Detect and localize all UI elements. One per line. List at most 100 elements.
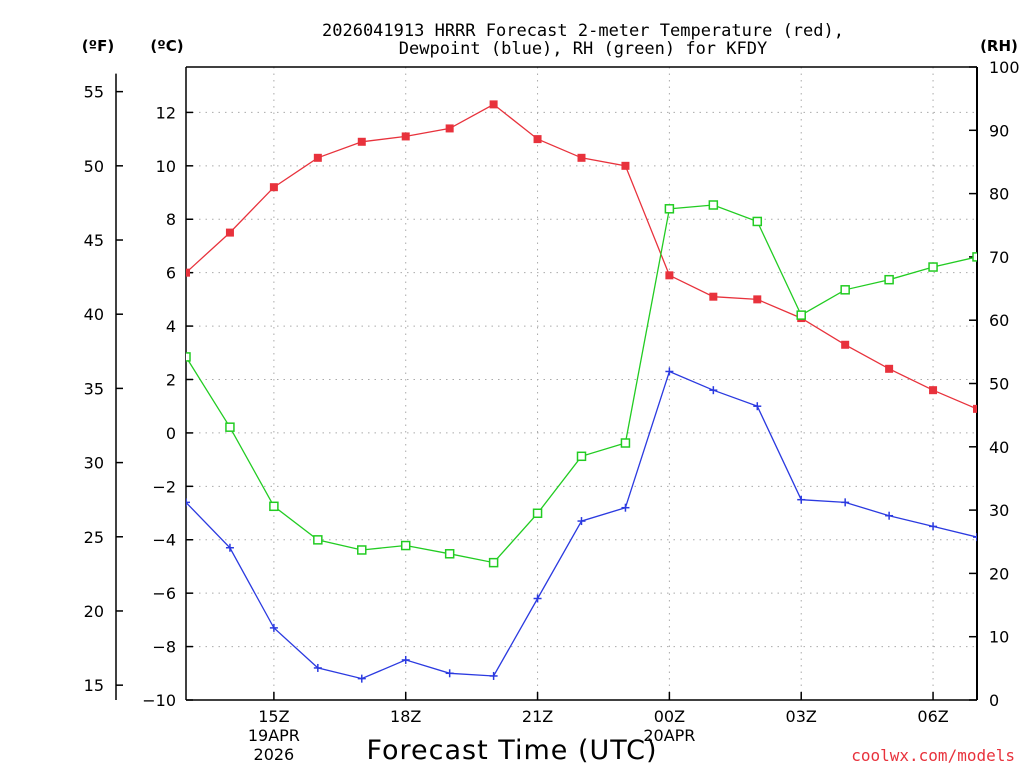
fahrenheit-tick-label: 45 <box>84 231 104 250</box>
rh-tick-label: 0 <box>989 691 999 710</box>
dewpoint-point <box>186 498 190 507</box>
temperature-point <box>225 228 234 237</box>
chart-title-line-1: 2026041913 HRRR Forecast 2-meter Tempera… <box>322 21 844 41</box>
celsius-tick-label: 12 <box>156 103 176 122</box>
celsius-tick-label: −8 <box>152 638 176 657</box>
rh-tick-label: 30 <box>989 501 1009 520</box>
dewpoint-point <box>269 623 278 632</box>
celsius-tick-label: 4 <box>166 317 176 336</box>
celsius-tick-label: 10 <box>156 157 176 176</box>
series-temperature <box>186 100 977 413</box>
dewpoint-point <box>841 498 850 507</box>
celsius-tick-label: 0 <box>166 424 176 443</box>
labels: 2026041913 HRRR Forecast 2-meter Tempera… <box>82 21 1018 766</box>
dewpoint-point <box>929 522 938 531</box>
x-axis-label: Forecast Time (UTC) <box>366 735 657 766</box>
dewpoint-point <box>885 511 894 520</box>
fahrenheit-tick-label: 30 <box>84 454 104 473</box>
rh-point <box>884 274 894 285</box>
temperature-point <box>753 295 762 304</box>
temperature-point <box>929 386 938 395</box>
dewpoint-point <box>357 674 366 683</box>
dewpoint-point <box>401 655 410 664</box>
dewpoint-point <box>709 386 718 395</box>
rh-point <box>664 204 675 214</box>
fahrenheit-tick-label: 35 <box>84 379 104 398</box>
rh-tick-label: 60 <box>989 311 1009 330</box>
rh-point <box>796 310 806 320</box>
rh-tick-label: 10 <box>989 628 1009 647</box>
rh-unit-label: (RH) <box>980 37 1018 55</box>
credit-label: coolwx.com/models <box>851 746 1015 765</box>
rh-point <box>225 422 235 432</box>
temperature-point <box>973 404 977 413</box>
rh-point <box>928 262 938 272</box>
rh-point <box>576 451 587 462</box>
series-rh <box>186 200 977 568</box>
rh-point <box>488 557 499 568</box>
celsius-unit-label: (ºC) <box>150 37 183 55</box>
rh-tick-label: 70 <box>989 248 1009 267</box>
dewpoint-point <box>445 669 454 678</box>
rh-point <box>357 545 367 555</box>
series <box>186 100 977 683</box>
fahrenheit-tick-label: 15 <box>84 676 104 695</box>
rh-point <box>444 549 455 559</box>
dewpoint-point <box>225 543 234 552</box>
x-tick-date-label: 19APR <box>248 726 300 745</box>
dewpoint-point <box>797 495 806 504</box>
rh-point <box>752 216 763 227</box>
temperature-point <box>577 153 586 162</box>
celsius-tick-label: 8 <box>166 210 176 229</box>
temperature-point <box>269 183 278 192</box>
fahrenheit-tick-label: 20 <box>84 602 104 621</box>
rh-point <box>620 438 631 448</box>
axes: 121086420−2−4−6−8−1055504540353025201510… <box>84 58 1020 764</box>
dewpoint-point <box>577 517 586 526</box>
x-tick-label: 06Z <box>917 707 948 726</box>
dewpoint-point <box>489 671 498 680</box>
celsius-tick-label: −4 <box>152 531 176 550</box>
rh-tick-label: 80 <box>989 185 1009 204</box>
x-tick-label: 18Z <box>390 707 421 726</box>
temperature-point <box>709 292 718 301</box>
celsius-tick-label: −10 <box>142 691 176 710</box>
fahrenheit-tick-label: 55 <box>84 83 104 102</box>
rh-point <box>313 535 323 545</box>
rh-line <box>186 204 977 564</box>
x-tick-label: 00Z <box>654 707 685 726</box>
temperature-point <box>621 161 630 170</box>
rh-tick-label: 90 <box>989 121 1009 140</box>
rh-tick-label: 50 <box>989 375 1009 394</box>
dewpoint-point <box>533 594 542 603</box>
rh-point <box>186 352 191 362</box>
x-tick-date-label: 20APR <box>643 726 695 745</box>
dewpoint-point <box>313 663 322 672</box>
x-tick-label: 21Z <box>522 707 553 726</box>
dewpoint-point <box>665 367 674 376</box>
dewpoint-point <box>753 402 762 411</box>
fahrenheit-unit-label: (ºF) <box>82 37 114 55</box>
grid <box>186 67 977 700</box>
temperature-point <box>841 340 850 349</box>
rh-point <box>532 508 543 519</box>
rh-point <box>972 252 977 262</box>
x-tick-label: 03Z <box>786 707 817 726</box>
temperature-point <box>357 137 366 146</box>
fahrenheit-tick-label: 40 <box>84 305 104 324</box>
celsius-tick-label: 2 <box>166 370 176 389</box>
x-tick-label: 15Z <box>258 707 289 726</box>
temperature-line <box>186 103 977 410</box>
rh-tick-label: 20 <box>989 564 1009 583</box>
rh-point <box>708 200 719 210</box>
temperature-point <box>313 153 322 162</box>
rh-point <box>400 540 411 551</box>
temperature-point <box>665 271 674 280</box>
rh-point <box>269 501 279 512</box>
celsius-tick-label: −2 <box>152 477 176 496</box>
fahrenheit-tick-label: 25 <box>84 528 104 547</box>
temperature-point <box>533 135 542 144</box>
celsius-tick-label: 6 <box>166 264 176 283</box>
temperature-point <box>401 132 410 141</box>
